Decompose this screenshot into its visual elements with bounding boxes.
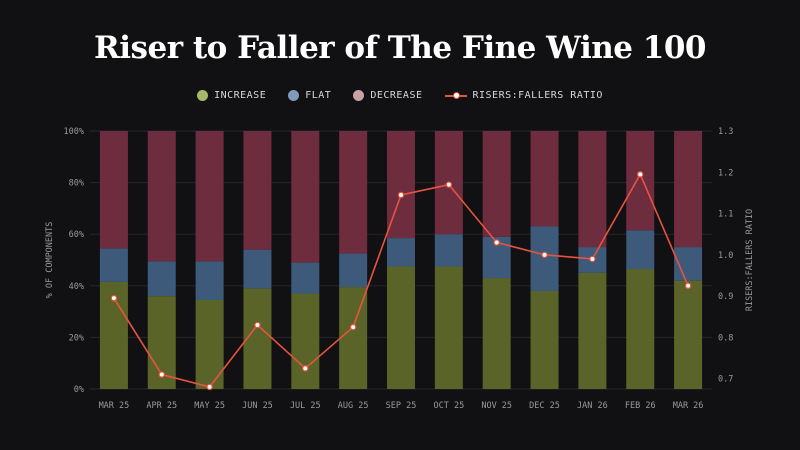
bar-decrease[interactable] (530, 131, 559, 227)
bar-flat[interactable] (530, 226, 559, 291)
x-tick-label: JUL 25 (290, 401, 321, 411)
bar-flat[interactable] (626, 230, 655, 270)
y-tick-label: 0% (74, 385, 84, 395)
legend-label-ratio: RISERS:FALLERS RATIO (472, 90, 603, 101)
legend-item-decrease[interactable]: DECREASE (353, 90, 422, 101)
x-tick-label: AUG 25 (338, 401, 369, 411)
legend-label-decrease: DECREASE (370, 90, 423, 101)
bar-decrease[interactable] (674, 131, 703, 248)
legend-label-flat: FLAT (305, 90, 332, 101)
bar-decrease[interactable] (243, 131, 272, 250)
bar-decrease[interactable] (578, 131, 607, 248)
ratio-point[interactable] (541, 251, 548, 259)
x-tick-label: NOV 25 (481, 401, 512, 411)
bar-increase[interactable] (387, 266, 415, 389)
ratio-line-icon (444, 90, 467, 101)
y-tick-label: 80% (69, 179, 84, 189)
legend-item-increase[interactable]: INCREASE (197, 90, 266, 101)
ratio-point[interactable] (637, 171, 644, 178)
x-tick-label: OCT 25 (433, 401, 464, 411)
bar-increase[interactable] (578, 272, 607, 389)
x-tick-label: SEP 25 (386, 401, 417, 411)
y-tick-label: 100% (64, 127, 84, 137)
ratio-point[interactable] (302, 365, 309, 372)
y2-axis-label: RISERS:FALLERS RATIO (745, 209, 755, 311)
bar-flat[interactable] (99, 248, 128, 282)
bar-decrease[interactable] (195, 131, 224, 262)
ratio-point[interactable] (206, 383, 213, 391)
x-tick-label: MAY 25 (194, 401, 225, 411)
ratio-point[interactable] (254, 321, 261, 329)
bar-increase[interactable] (434, 266, 463, 389)
legend-label-increase: INCREASE (214, 90, 267, 101)
legend-item-ratio[interactable]: RISERS:FALLERS RATIO (444, 90, 603, 101)
y2-tick-label: 1.2 (718, 168, 733, 178)
bar-increase[interactable] (674, 280, 703, 389)
bar-decrease[interactable] (339, 131, 368, 254)
x-tick-label: DEC 25 (529, 401, 560, 411)
x-tick-label: APR 25 (146, 401, 177, 411)
legend-item-flat[interactable]: FLAT (288, 90, 331, 101)
bar-flat[interactable] (339, 253, 368, 288)
y2-tick-label: 1.0 (718, 251, 733, 261)
ratio-point[interactable] (445, 181, 453, 188)
bar-decrease[interactable] (626, 131, 655, 231)
bar-increase[interactable] (626, 269, 655, 389)
y-axis-label: % OF COMPONENTS (45, 222, 55, 299)
y2-tick-label: 0.7 (718, 375, 733, 385)
x-tick-label: MAR 26 (673, 401, 704, 411)
y-tick-label: 60% (69, 230, 84, 240)
y2-tick-label: 1.1 (718, 210, 733, 220)
bar-increase[interactable] (243, 288, 272, 389)
bar-increase[interactable] (482, 278, 511, 389)
bar-increase[interactable] (195, 299, 224, 389)
bar-increase[interactable] (339, 287, 368, 389)
bar-decrease[interactable] (482, 131, 511, 237)
bar-flat[interactable] (434, 234, 463, 267)
bar-decrease[interactable] (291, 131, 320, 263)
y-tick-label: 40% (69, 282, 84, 292)
chart-title: Riser to Faller of The Fine Wine 100 (93, 30, 707, 66)
flat-swatch-icon (288, 90, 300, 101)
y2-tick-label: 1.3 (718, 127, 733, 137)
ratio-point[interactable] (349, 323, 357, 331)
bar-increase[interactable] (530, 290, 559, 389)
bar-increase[interactable] (291, 293, 320, 389)
x-tick-label: JUN 25 (242, 401, 273, 411)
bar-flat[interactable] (387, 238, 415, 267)
x-tick-label: FEB 26 (625, 401, 656, 411)
bar-decrease[interactable] (147, 131, 176, 262)
bar-flat[interactable] (195, 261, 224, 300)
x-tick-label: MAR 25 (99, 401, 130, 411)
y-tick-label: 20% (69, 333, 84, 343)
bar-decrease[interactable] (99, 131, 128, 249)
decrease-swatch-icon (353, 90, 365, 101)
ratio-point[interactable] (397, 191, 405, 199)
ratio-point[interactable] (158, 371, 165, 378)
y2-tick-label: 0.9 (718, 292, 733, 302)
y2-tick-label: 0.8 (718, 333, 733, 343)
increase-swatch-icon (197, 90, 209, 101)
bar-flat[interactable] (243, 249, 272, 289)
bar-flat[interactable] (291, 262, 320, 294)
bar-flat[interactable] (147, 261, 176, 297)
ratio-point[interactable] (589, 255, 596, 263)
ratio-point[interactable] (684, 282, 692, 289)
x-tick-label: JAN 26 (577, 401, 608, 411)
chart-legend: INCREASE FLAT DECREASE RISERS:FALLERS RA… (0, 90, 800, 101)
ratio-point[interactable] (493, 239, 500, 246)
ratio-point[interactable] (110, 294, 118, 302)
